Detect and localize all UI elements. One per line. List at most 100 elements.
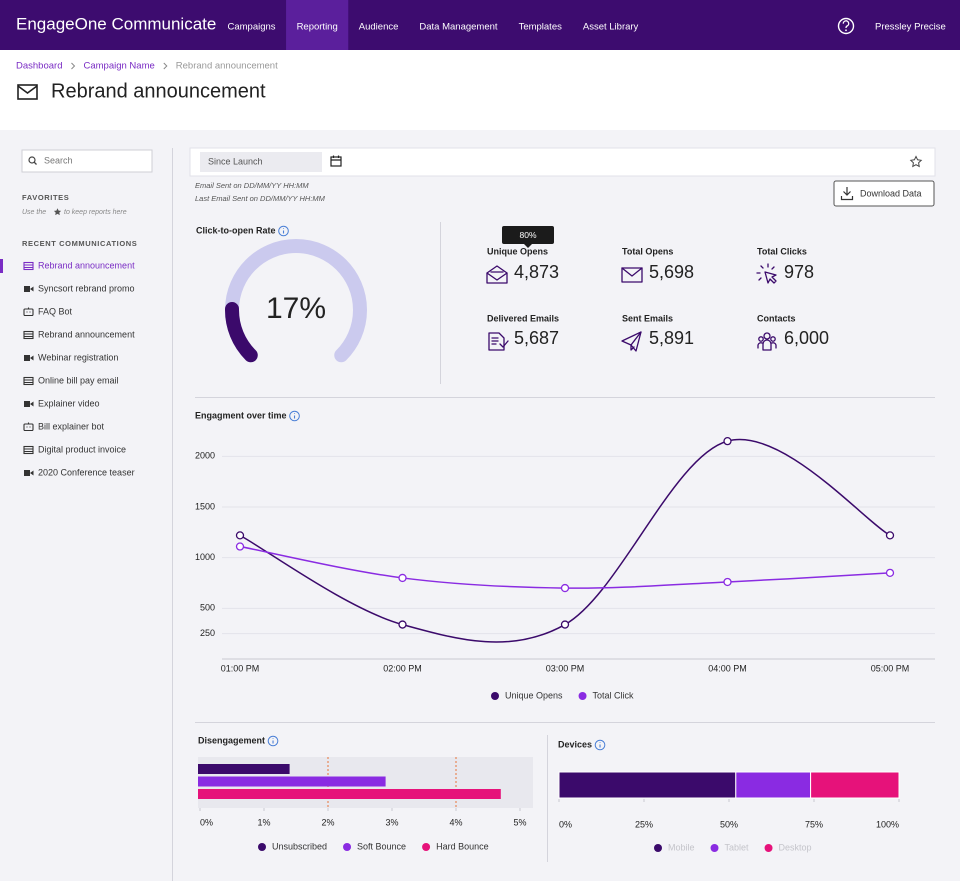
nav-item[interactable]: Reporting <box>297 22 338 33</box>
item-icon <box>23 422 34 432</box>
bar <box>198 789 501 799</box>
sent-info: Email Sent on DD/MM/YY HH:MM <box>195 181 309 190</box>
calendar-icon[interactable] <box>330 155 342 167</box>
icon-part <box>24 448 33 453</box>
series-line <box>239 438 891 643</box>
legend-swatch <box>343 843 352 851</box>
item-icon <box>23 330 34 340</box>
favorites-star <box>53 208 62 216</box>
brand[interactable]: EngageOne Communicate <box>16 14 216 33</box>
legend-swatch <box>422 843 431 851</box>
title-area <box>0 50 960 130</box>
legend-label: Hard Bounce <box>436 841 489 851</box>
icon-part <box>30 470 34 476</box>
icon-part <box>24 379 33 384</box>
legend-swatch <box>764 844 773 852</box>
recent-item[interactable]: Rebrand announcement <box>38 260 135 270</box>
x-tick-label: 02:00 PM <box>383 663 422 673</box>
info-circle <box>594 739 606 751</box>
x-tick-label: 3% <box>385 817 398 827</box>
recent-item[interactable]: FAQ Bot <box>38 306 73 316</box>
y-tick-label: 1000 <box>195 552 215 562</box>
legend-label: Desktop <box>779 842 812 852</box>
item-icon <box>23 445 34 455</box>
metric-icon <box>621 331 642 352</box>
bar-segment <box>735 771 812 799</box>
sent-info: Last Email Sent on DD/MM/YY HH:MM <box>195 194 326 203</box>
nav-item[interactable]: Asset Library <box>583 22 639 33</box>
breadcrumb-link[interactable]: Dashboard <box>16 61 62 72</box>
user-name[interactable]: Pressley Precise <box>875 22 946 33</box>
recent-item[interactable]: Syncsort rebrand promo <box>38 283 135 293</box>
icon-part <box>491 337 499 345</box>
search-box[interactable] <box>21 149 153 173</box>
legend-label: Soft Bounce <box>357 841 406 851</box>
info-icon[interactable] <box>278 225 289 237</box>
icon-part <box>26 307 31 313</box>
x-tick-label: 0% <box>200 817 213 827</box>
metric-label: Unique Opens <box>487 246 548 256</box>
x-tick-label: 03:00 PM <box>546 663 585 673</box>
item-icon <box>24 286 34 292</box>
favorites-hint: to keep reports here <box>64 209 127 216</box>
recent-item[interactable]: Online bill pay email <box>38 375 119 385</box>
icon-part <box>621 331 642 352</box>
metric-label: Contacts <box>757 313 796 323</box>
icon-part <box>24 355 30 361</box>
x-tick-label: 4% <box>449 817 462 827</box>
item-icon <box>24 355 34 361</box>
metric-icon <box>757 332 777 351</box>
metric-value: 5,698 <box>649 262 694 282</box>
metric-value: 6,000 <box>784 328 829 348</box>
icon-part <box>757 339 777 351</box>
icon-part <box>758 336 764 342</box>
tooltip-box <box>502 226 554 244</box>
legend-label: Unique Opens <box>505 690 563 700</box>
favorites-hint: Use the <box>22 209 46 216</box>
data-point <box>398 620 407 629</box>
data-point <box>235 542 245 551</box>
metric-value: 978 <box>784 262 814 282</box>
tooltip-arrow <box>524 244 532 248</box>
metric-icon <box>488 332 509 351</box>
recent-item[interactable]: Explainer video <box>38 398 100 408</box>
icon-part <box>30 355 34 361</box>
recent-item[interactable]: Digital product invoice <box>38 444 126 454</box>
breadcrumb-current: Rebrand announcement <box>176 61 278 72</box>
item-icon <box>24 401 34 407</box>
page-title: Rebrand announcement <box>51 80 266 102</box>
recent-item[interactable]: Webinar registration <box>38 352 118 362</box>
nav-item[interactable]: Audience <box>359 22 399 33</box>
info-icon[interactable] <box>594 739 606 751</box>
info-icon[interactable] <box>267 735 279 747</box>
info-icon[interactable] <box>289 410 300 422</box>
info-circle <box>289 410 300 422</box>
recent-heading: RECENT COMMUNICATIONS <box>22 239 137 248</box>
icon-part <box>756 263 775 281</box>
gauge-value <box>225 301 258 363</box>
recent-item[interactable]: Rebrand announcement <box>38 329 135 339</box>
date-filter[interactable] <box>200 152 322 172</box>
icon-part <box>499 340 509 348</box>
icon-part <box>486 265 508 284</box>
data-point <box>885 531 895 540</box>
recent-item[interactable]: 2020 Conference teaser <box>38 467 135 477</box>
metric-value: 4,873 <box>514 262 559 282</box>
favorite-star[interactable] <box>909 155 923 168</box>
legend-swatch <box>258 843 266 851</box>
legend-swatch <box>578 692 587 700</box>
nav-tab-bg <box>286 0 349 50</box>
bar-segment <box>810 771 900 799</box>
breadcrumb-link[interactable]: Campaign Name <box>83 61 154 72</box>
nav-item[interactable]: Campaigns <box>228 22 276 33</box>
download-button[interactable] <box>833 180 935 207</box>
icon-part <box>630 331 642 351</box>
metric-icon <box>486 265 508 284</box>
x-tick-label: 01:00 PM <box>221 663 260 673</box>
recent-item[interactable]: Bill explainer bot <box>38 421 105 431</box>
nav-item[interactable]: Templates <box>519 22 563 33</box>
icon-part <box>24 470 30 476</box>
nav-item[interactable]: Data Management <box>419 22 498 33</box>
help-icon[interactable] <box>837 17 855 35</box>
tooltip-text: 80% <box>519 230 536 240</box>
